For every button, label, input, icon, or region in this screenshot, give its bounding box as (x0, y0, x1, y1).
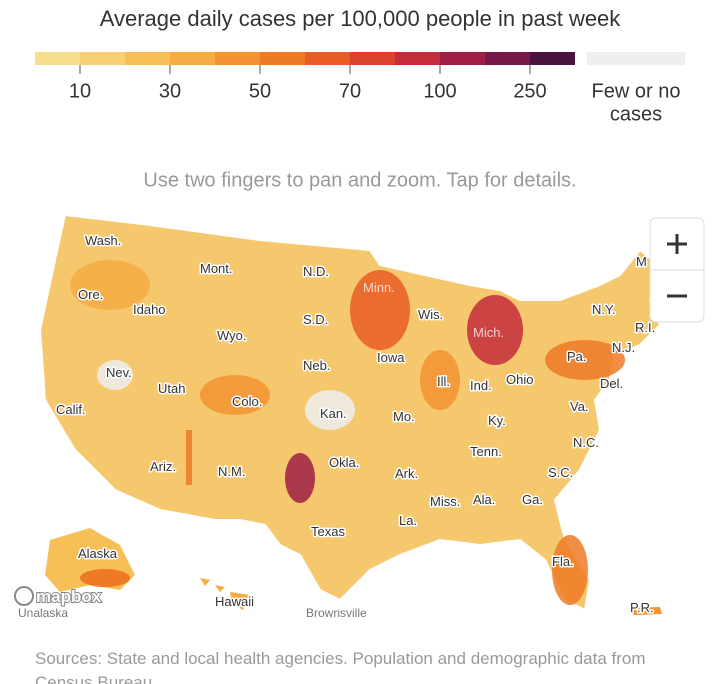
hotspot (70, 260, 150, 310)
state-label: Tenn. (470, 444, 502, 459)
state-label: Nev. (106, 365, 132, 380)
hotspot (467, 295, 523, 365)
legend-tick-label: 250 (513, 80, 546, 102)
state-label: N.Y. (592, 302, 616, 317)
legend-swatch (530, 52, 575, 65)
state-label: Minn. (363, 280, 395, 295)
state-label: Iowa (377, 350, 405, 365)
state-label: Ariz. (150, 459, 176, 474)
state-label: N.J. (612, 340, 635, 355)
state-label: Ark. (395, 466, 418, 481)
hotspot (285, 453, 315, 503)
state-label: Del. (600, 376, 623, 391)
legend-swatch (485, 52, 530, 65)
place-label: Unalaska (18, 606, 68, 620)
state-label: Mo. (393, 409, 415, 424)
legend-tick-label: 10 (69, 80, 91, 102)
state-label: Colo. (232, 394, 262, 409)
state-label: S.C. (548, 465, 573, 480)
state-label: Hawaii (215, 594, 254, 609)
state-label: Fla. (552, 554, 574, 569)
state-label: N.D. (303, 264, 329, 279)
state-label: Mont. (200, 261, 233, 276)
attribution: mapbox (36, 587, 102, 606)
state-label: Mich. (473, 325, 504, 340)
state-label: P.R. (630, 600, 654, 615)
legend-none-label: cases (610, 103, 662, 125)
hotspot (420, 350, 460, 410)
state-label: Idaho (133, 302, 166, 317)
hotspot (80, 569, 130, 587)
state-label: Ga. (522, 492, 543, 507)
legend-swatch (350, 52, 395, 65)
state-label: Va. (570, 399, 589, 414)
state-label: Ind. (470, 378, 492, 393)
zoom-controls (649, 217, 705, 323)
state-label: Okla. (329, 455, 359, 470)
legend-swatch (305, 52, 350, 65)
mapbox-logo (14, 586, 34, 606)
hotspot (186, 430, 192, 485)
state-label: Miss. (430, 494, 460, 509)
no-data (97, 360, 133, 390)
state-label: Alaska (78, 546, 118, 561)
legend-tick-label: 50 (249, 80, 271, 102)
place-label: Brownsville (306, 606, 367, 620)
state-label: Ky. (488, 413, 506, 428)
state-label: Wis. (418, 307, 443, 322)
no-data (305, 390, 355, 430)
hotspot (552, 535, 588, 605)
state-label: Texas (311, 524, 345, 539)
map: Wash. Mont. N.D. Minn. Ore. Idaho S.D. W… (14, 213, 662, 622)
state-label: S.D. (303, 312, 328, 327)
legend-title: Average daily cases per 100,000 people i… (100, 6, 622, 31)
state-label: La. (399, 513, 417, 528)
hawaii (200, 578, 250, 610)
sources-line: Census Bureau. (35, 673, 157, 684)
legend-tick-label: 100 (423, 80, 456, 102)
state-label: Ore. (78, 287, 103, 302)
state-label: N.M. (218, 464, 245, 479)
state-label: N.C. (573, 435, 599, 450)
legend-none-swatch (587, 52, 685, 65)
state-label: M (636, 254, 647, 269)
legend-swatch (170, 52, 215, 65)
legend-swatch (395, 52, 440, 65)
sources-line: Sources: State and local health agencies… (35, 649, 646, 668)
legend-swatch (125, 52, 170, 65)
hint: Use two fingers to pan and zoom. Tap for… (143, 169, 576, 191)
state-label: Neb. (303, 358, 330, 373)
state-label: Calif. (56, 402, 86, 417)
hotspot (545, 340, 625, 380)
state-label: Pa. (567, 349, 587, 364)
state-label: Ohio (506, 372, 533, 387)
legend-swatch (35, 52, 80, 65)
state-label: Ill. (437, 374, 450, 389)
hotspot (200, 375, 270, 415)
hotspot (350, 270, 410, 350)
legend-tick-label: 70 (339, 80, 361, 102)
state-label: Wyo. (217, 328, 247, 343)
legend-none-label: Few or no (592, 80, 681, 102)
state-label: Ala. (473, 492, 495, 507)
legend-swatch (440, 52, 485, 65)
sources: Sources: State and local health agencies… (35, 649, 646, 684)
state-label: R.I. (635, 320, 655, 335)
puerto-rico (632, 607, 662, 615)
legend-tick-label: 30 (159, 80, 181, 102)
legend-swatch (215, 52, 260, 65)
hotspots (70, 260, 625, 605)
state-label: Wash. (85, 233, 121, 248)
state-label: Kan. (320, 406, 347, 421)
legend-swatch (260, 52, 305, 65)
legend-swatch (80, 52, 125, 65)
zoom-in[interactable] (667, 234, 687, 254)
state-label: Utah (158, 381, 185, 396)
